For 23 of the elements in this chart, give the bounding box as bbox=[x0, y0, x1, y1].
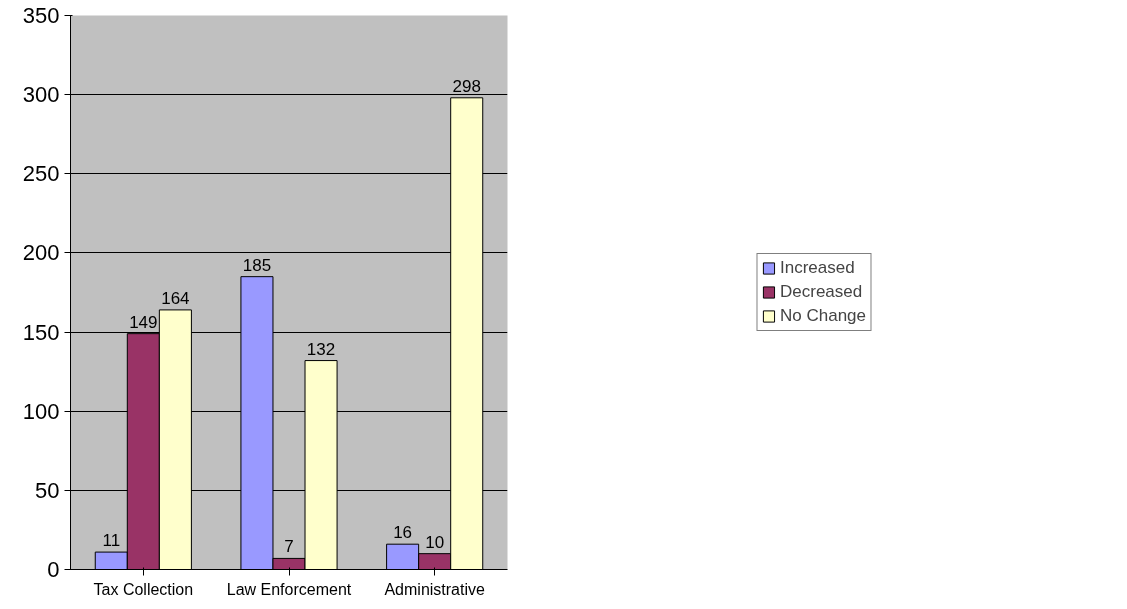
x-tick-label: Law Enforcement bbox=[226, 580, 352, 598]
data-label: 298 bbox=[452, 76, 481, 96]
data-label: 164 bbox=[161, 288, 190, 308]
y-tick-label: 100 bbox=[22, 398, 60, 424]
y-tick-label: 350 bbox=[22, 3, 60, 28]
data-label: 149 bbox=[129, 312, 158, 332]
data-label: 16 bbox=[393, 523, 413, 543]
y-tick-label: 150 bbox=[22, 319, 60, 345]
legend-label: No Change bbox=[779, 306, 867, 326]
y-tick-label: 200 bbox=[22, 240, 60, 266]
y-tick-label: 0 bbox=[47, 557, 60, 582]
y-tick-label: 50 bbox=[35, 477, 60, 503]
data-label: 185 bbox=[242, 255, 272, 275]
y-tick-label: 250 bbox=[22, 161, 60, 187]
x-tick-label: Tax Collection bbox=[93, 580, 194, 598]
data-label: 132 bbox=[306, 339, 336, 359]
data-label: 11 bbox=[102, 531, 121, 551]
legend-label: Decreased bbox=[779, 282, 863, 302]
data-label: 10 bbox=[425, 532, 445, 552]
x-tick-label: Administrative bbox=[384, 580, 486, 598]
data-label: 7 bbox=[284, 537, 294, 557]
y-tick-label: 300 bbox=[22, 82, 60, 108]
legend-label: Increased bbox=[779, 258, 855, 278]
